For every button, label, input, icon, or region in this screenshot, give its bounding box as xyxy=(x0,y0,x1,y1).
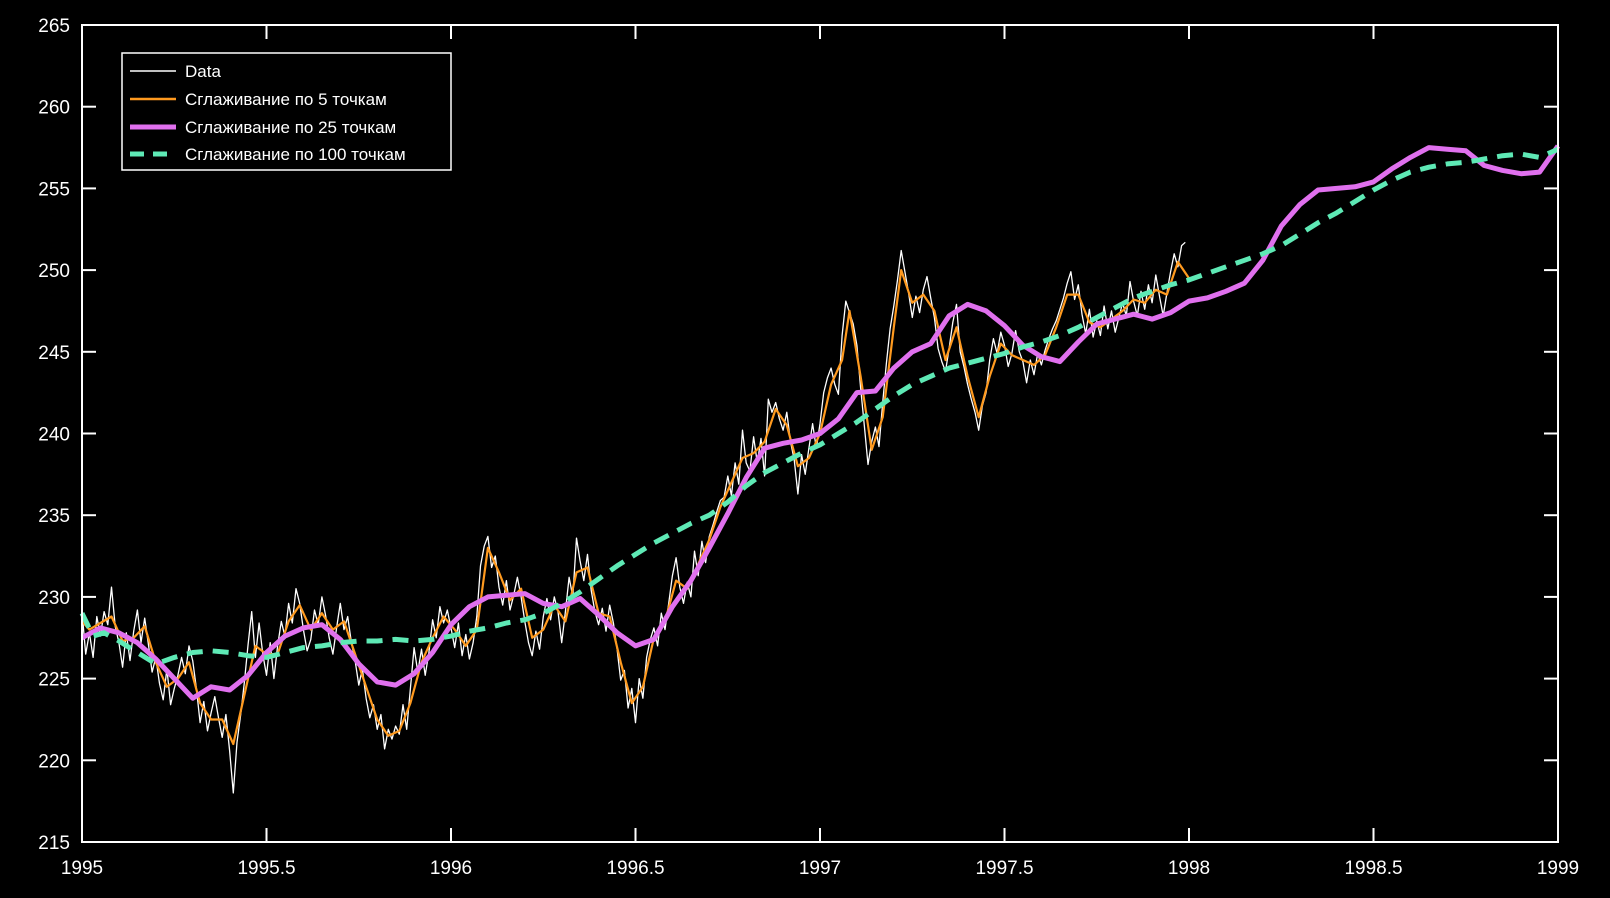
x-tick-label: 1997 xyxy=(799,858,841,879)
x-tick-label: 1996.5 xyxy=(606,858,664,879)
legend-label-smooth-100: Сглаживание по 100 точкам xyxy=(185,145,406,164)
x-tick-label: 1998 xyxy=(1168,858,1210,879)
x-tick-label: 1999 xyxy=(1537,858,1579,879)
x-tick-label: 1995.5 xyxy=(237,858,295,879)
legend-box xyxy=(121,52,452,171)
ticks-layer: 1995 1995.5 1996 1996.5 1997 1997.5 1998 1998.5… xyxy=(38,16,1579,879)
series-line-3 xyxy=(79,146,1560,667)
y-tick-label: 245 xyxy=(38,343,70,364)
y-tick-label: 240 xyxy=(38,425,70,446)
x-tick-label: 1995 xyxy=(61,858,103,879)
legend-label-data: Data xyxy=(185,62,221,81)
y-tick-label: 225 xyxy=(38,670,70,691)
y-tick-label: 250 xyxy=(38,261,70,282)
series-line-2 xyxy=(80,144,1561,701)
y-tick-label: 255 xyxy=(38,179,70,200)
series-layer xyxy=(79,144,1561,794)
x-tick-label: 1996 xyxy=(430,858,472,879)
y-tick-label: 235 xyxy=(38,506,70,527)
series-line-0 xyxy=(81,241,1186,794)
y-tick-label: 260 xyxy=(38,98,70,119)
x-tick-label: 1997.5 xyxy=(975,858,1033,879)
legend-label-smooth-5: Сглаживание по 5 точкам xyxy=(185,90,387,109)
y-tick-label: 230 xyxy=(38,588,70,609)
x-tick-label: 1998.5 xyxy=(1344,858,1402,879)
y-tick-label: 215 xyxy=(38,833,70,854)
y-tick-label: 265 xyxy=(38,16,70,37)
y-tick-label: 220 xyxy=(38,751,70,772)
legend-label-smooth-25: Сглаживание по 25 точкам xyxy=(185,118,396,137)
legend: Data Сглаживание по 5 точкам Сглаживание… xyxy=(121,52,452,171)
